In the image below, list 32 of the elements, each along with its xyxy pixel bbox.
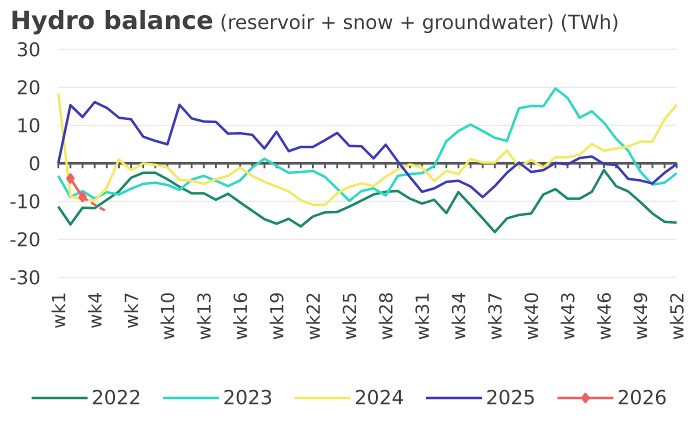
x-tick-label: wk7 bbox=[124, 294, 138, 328]
x-tick-label: wk19 bbox=[270, 293, 284, 340]
chart-subtitle: (reservoir + snow + groundwater) (TWh) bbox=[222, 14, 618, 34]
x-tick-label: wk46 bbox=[596, 293, 611, 340]
x-tick-label: wk52 bbox=[670, 294, 684, 340]
legend-label: 2022 bbox=[92, 390, 140, 405]
x-tick-label: wk28 bbox=[378, 293, 393, 340]
y-tick-label: -30 bbox=[10, 270, 40, 284]
x-tick-label: wk22 bbox=[306, 294, 320, 340]
chart-title: Hydro balance bbox=[12, 10, 212, 34]
x-tick-label: wk40 bbox=[524, 293, 538, 340]
x-tick-label: wk49 bbox=[633, 293, 648, 340]
x-tick-label: wk31 bbox=[415, 294, 430, 340]
x-tick-label: wk1 bbox=[51, 294, 66, 328]
legend-label: 2024 bbox=[356, 390, 403, 405]
x-tick-label: wk13 bbox=[196, 293, 211, 340]
x-tick-label: wk4 bbox=[88, 293, 102, 328]
y-tick-label: 20 bbox=[18, 80, 40, 94]
y-tick-label: -10 bbox=[10, 194, 40, 208]
y-tick-label: 0 bbox=[30, 156, 40, 170]
y-tick-label: 10 bbox=[18, 118, 40, 132]
x-tick-label: wk16 bbox=[233, 293, 248, 340]
x-tick-label: wk37 bbox=[488, 294, 502, 340]
y-tick-label: 30 bbox=[18, 42, 40, 56]
x-tick-label: wk25 bbox=[342, 294, 356, 340]
x-tick-label: wk10 bbox=[160, 293, 174, 340]
legend-label: 2026 bbox=[618, 390, 666, 405]
x-tick-label: wk34 bbox=[451, 293, 466, 340]
legend-label: 2025 bbox=[487, 390, 534, 405]
y-tick-label: -20 bbox=[10, 232, 40, 246]
x-tick-label: wk43 bbox=[560, 293, 575, 340]
legend-label: 2023 bbox=[224, 390, 272, 405]
